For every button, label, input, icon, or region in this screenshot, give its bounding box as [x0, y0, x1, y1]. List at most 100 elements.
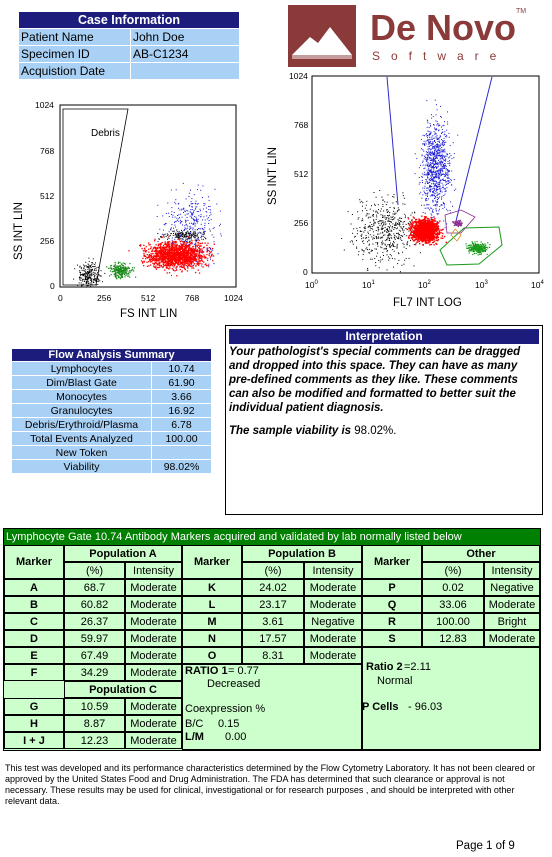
debris-event [100, 275, 102, 277]
red-event [179, 248, 181, 250]
gray-event [382, 258, 384, 260]
edge-event [178, 238, 180, 240]
blue-event [431, 159, 433, 161]
blue-event [428, 156, 430, 158]
gray-event [389, 221, 391, 222]
red-event [169, 253, 171, 256]
red-event [410, 223, 412, 225]
red-event [155, 260, 157, 262]
blue-event [196, 211, 198, 212]
blue-event [171, 275, 172, 277]
edge-event [193, 232, 195, 234]
gray-event [383, 255, 384, 256]
blue-event [190, 243, 192, 245]
red-event [429, 221, 431, 224]
gray-event [407, 241, 409, 243]
red-event [189, 260, 191, 263]
red-event [189, 242, 192, 244]
blue-event [185, 198, 187, 200]
red-event [201, 256, 203, 258]
blue-event [433, 157, 435, 159]
blue-event [435, 196, 436, 198]
debris-event [79, 276, 81, 278]
red-event [184, 268, 186, 270]
blue-event [430, 157, 431, 159]
blue-event [183, 212, 184, 213]
red-event [182, 255, 185, 257]
blue-event [431, 179, 433, 181]
red-event [442, 232, 444, 235]
red-event [200, 251, 202, 254]
gray-event [390, 225, 392, 227]
blue-event [439, 141, 440, 143]
blue-event [430, 213, 432, 215]
debris-event [79, 271, 81, 273]
blue-event [448, 136, 450, 138]
gray-event [365, 227, 367, 229]
green-event [127, 275, 130, 277]
blue-event [436, 192, 438, 194]
blue-event [427, 187, 429, 189]
blue-event [442, 158, 444, 160]
blue-event [425, 143, 427, 145]
red-event [180, 256, 182, 258]
blue-event [440, 187, 442, 189]
blue-event [436, 176, 437, 178]
blue-event [430, 179, 431, 181]
blue-event [442, 155, 444, 157]
red-event [164, 252, 166, 254]
blue-event [437, 139, 438, 140]
blue-event [434, 150, 436, 152]
gray-event [359, 199, 361, 201]
red-event [139, 245, 142, 247]
red-event [162, 247, 164, 249]
blue-event [434, 147, 436, 149]
blue-event [429, 170, 431, 172]
blue-event [186, 241, 187, 243]
green-event [114, 267, 116, 269]
blue-event [209, 206, 211, 207]
green-event [109, 270, 112, 272]
red-event [189, 259, 192, 261]
blue-event [200, 232, 202, 234]
gray-event [377, 228, 379, 230]
blue-event [203, 231, 205, 233]
green-event [114, 269, 116, 271]
blue-event [438, 144, 440, 146]
red-event [427, 236, 429, 239]
blue-event [189, 237, 191, 239]
blue-event [442, 170, 444, 172]
gray-event [372, 228, 374, 230]
red-event [183, 242, 186, 244]
gray-event [387, 210, 389, 212]
red-event [213, 243, 215, 245]
gray-event [371, 228, 373, 229]
blue-event [209, 251, 210, 253]
red-event [157, 258, 159, 260]
gray-event [374, 248, 376, 250]
blue-event [195, 261, 197, 263]
red-event [173, 262, 175, 265]
red-event [150, 246, 152, 248]
red-event [163, 259, 166, 261]
red-event [178, 252, 180, 254]
red-event [191, 258, 193, 260]
blue-event [188, 244, 190, 246]
debris-event [94, 275, 95, 277]
red-event [193, 259, 195, 261]
blue-event [443, 124, 445, 126]
gray-event [403, 197, 405, 199]
red-event [413, 227, 416, 229]
blue-event [435, 174, 437, 176]
gray-event [392, 249, 394, 251]
blue-event [429, 190, 431, 192]
blue-event [180, 222, 182, 224]
red-event [198, 260, 200, 262]
blue-event [177, 214, 178, 216]
gray-event [386, 254, 388, 256]
blue-event [444, 165, 446, 167]
green-event [116, 268, 119, 270]
blue-event [426, 140, 428, 142]
red-event [198, 254, 200, 257]
red-event [426, 239, 429, 241]
